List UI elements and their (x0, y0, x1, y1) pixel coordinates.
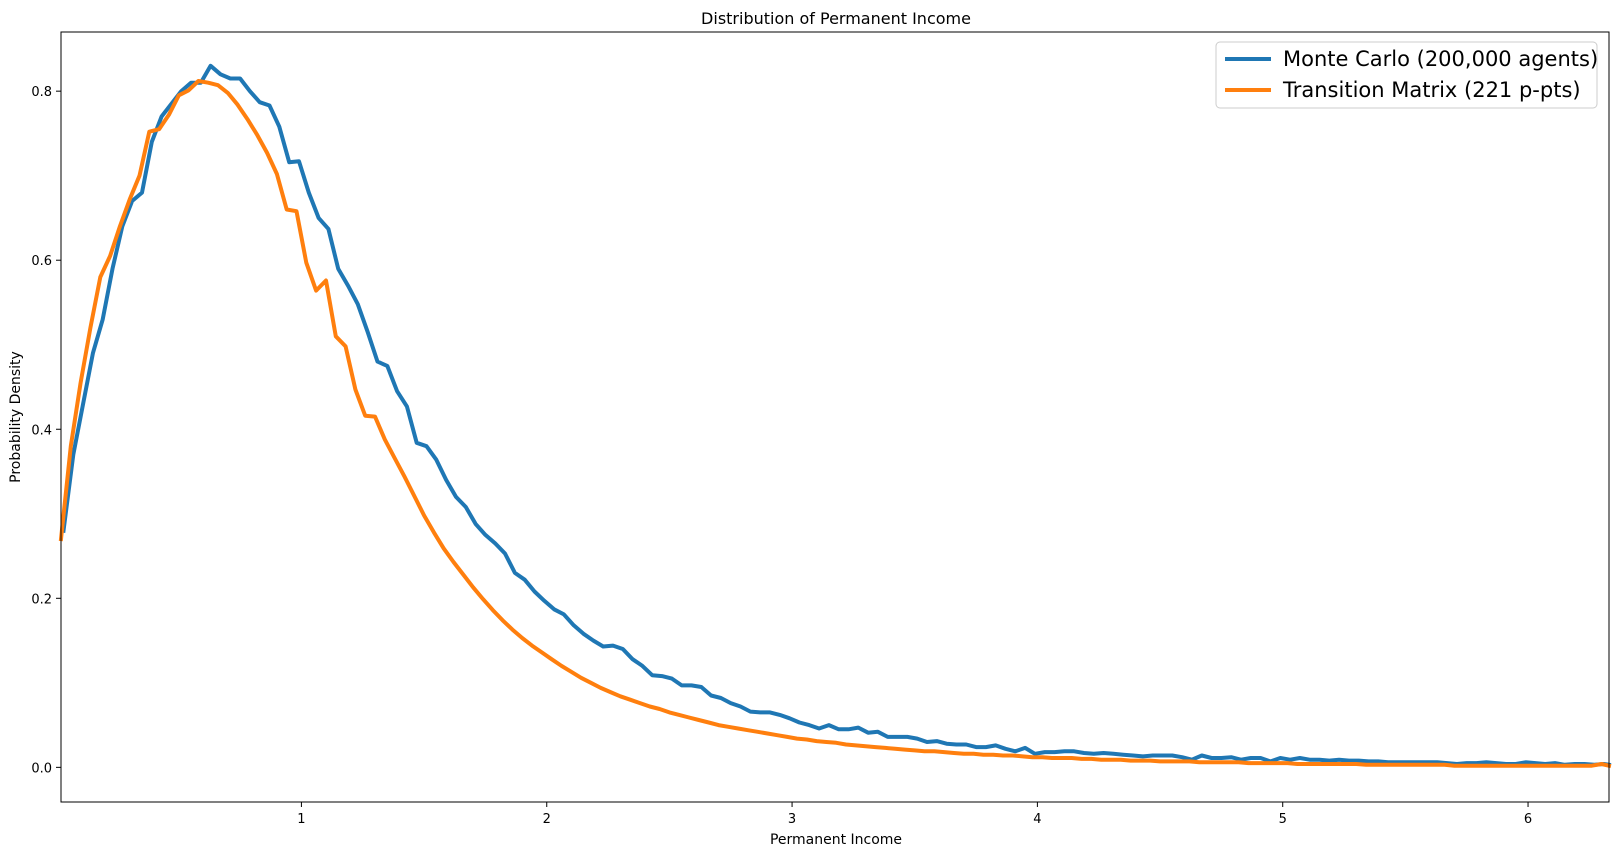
y-tick-label: 0.6 (31, 254, 52, 269)
legend-label-monte-carlo: Monte Carlo (200,000 agents) (1283, 47, 1598, 71)
y-axis: 0.0 0.2 0.4 0.6 0.8 (31, 85, 61, 776)
x-tick-label: 6 (1524, 812, 1532, 827)
series-line-1 (58, 79, 1612, 769)
x-tick-label: 5 (1279, 812, 1287, 827)
y-tick-label: 0.0 (31, 761, 52, 776)
x-axis-title: Permanent Income (770, 832, 902, 848)
y-tick-label: 0.2 (31, 592, 52, 607)
x-tick-label: 2 (543, 812, 551, 827)
plot-frame (60, 31, 1610, 803)
legend-label-transition-matrix: Transition Matrix (221 p-pts) (1282, 78, 1581, 102)
x-axis: 1 2 3 4 5 6 (297, 802, 1532, 827)
legend: Monte Carlo (200,000 agents) Transition … (1215, 41, 1598, 109)
series-layer (58, 63, 1612, 769)
series-line-0 (61, 63, 1612, 768)
y-tick-label: 0.8 (31, 85, 52, 100)
y-tick-label: 0.4 (31, 423, 52, 438)
chart-title: Distribution of Permanent Income (701, 9, 971, 28)
x-tick-label: 1 (297, 812, 305, 827)
legend-box (1215, 41, 1598, 109)
x-tick-label: 3 (788, 812, 796, 827)
y-axis-title: Probability Density (8, 351, 24, 483)
plot-area (61, 32, 1609, 802)
x-tick-label: 4 (1033, 812, 1041, 827)
